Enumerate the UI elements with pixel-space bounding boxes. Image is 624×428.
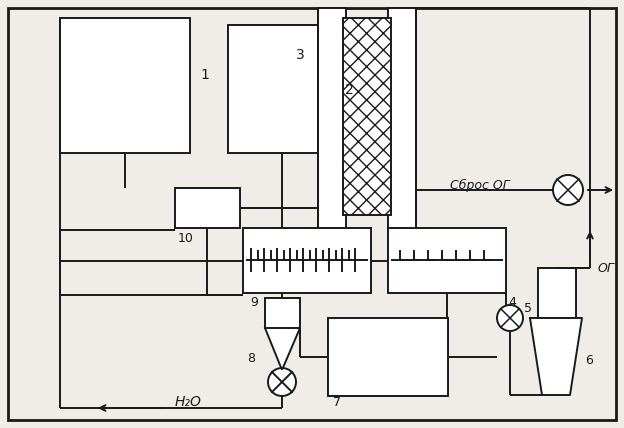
Bar: [538, 268, 576, 318]
Polygon shape: [530, 318, 582, 395]
Text: 2: 2: [345, 83, 354, 97]
Text: 6: 6: [585, 354, 593, 366]
Bar: [388, 228, 506, 293]
Bar: [243, 228, 371, 293]
Bar: [60, 18, 190, 153]
Text: 5: 5: [524, 301, 532, 315]
Bar: [388, 8, 416, 230]
Text: H₂O: H₂O: [175, 395, 202, 409]
Text: ОГ: ОГ: [597, 262, 614, 274]
Text: 9: 9: [250, 295, 258, 309]
Bar: [175, 188, 240, 228]
Bar: [228, 25, 336, 153]
Text: 7: 7: [333, 395, 341, 408]
Text: 4: 4: [508, 295, 516, 309]
Circle shape: [553, 175, 583, 205]
Text: 3: 3: [296, 48, 305, 62]
Text: 10: 10: [178, 232, 194, 244]
Circle shape: [268, 368, 296, 396]
Text: 1: 1: [200, 68, 209, 82]
Circle shape: [497, 305, 523, 331]
Polygon shape: [265, 328, 300, 370]
Bar: [343, 18, 391, 215]
Text: Сброс ОГ: Сброс ОГ: [450, 178, 510, 192]
Bar: [265, 298, 300, 328]
Bar: [328, 318, 448, 396]
Text: 8: 8: [247, 351, 255, 365]
Bar: [318, 8, 346, 230]
